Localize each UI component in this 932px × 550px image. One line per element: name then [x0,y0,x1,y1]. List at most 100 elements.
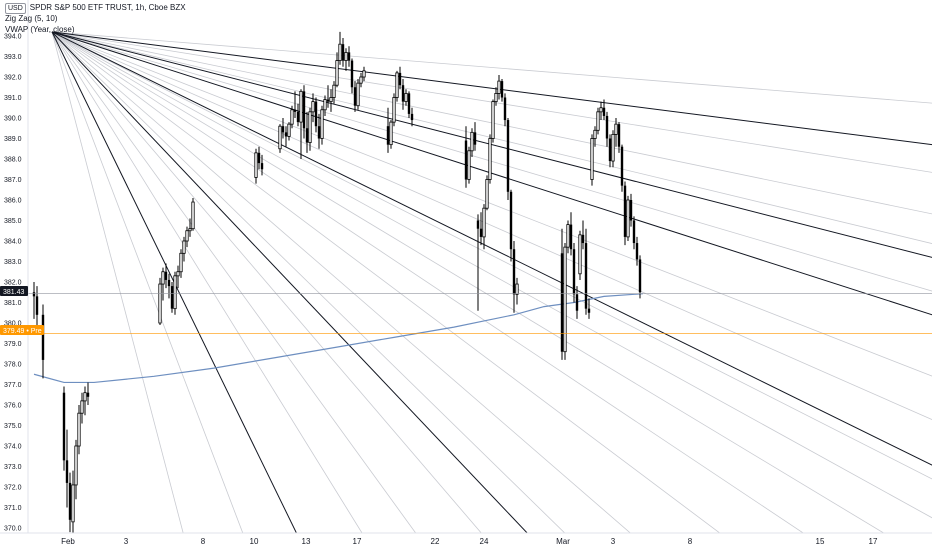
x-tick-label: Feb [61,537,75,546]
candle [404,89,408,106]
candle [473,122,477,151]
candle [407,91,411,118]
candle [293,91,297,118]
candle [344,48,348,71]
currency-label[interactable]: USD [5,3,26,14]
candle [590,134,594,186]
y-tick-label: 386.0 [4,198,22,205]
candle [311,93,315,123]
candle [302,85,306,139]
candle-body-down [314,101,318,127]
candle-body-down [560,253,564,352]
candle [632,216,636,250]
candle [611,130,615,168]
fan-line-dark-2 [51,31,932,316]
candle [71,470,75,533]
y-tick-label: 381.0 [4,300,22,307]
indicator-zigzag[interactable]: Zig Zag (5, 10) [5,14,58,23]
candle-body-down [608,138,612,162]
candle-body-up [482,207,486,238]
candle-body-down [350,60,354,88]
y-tick-label: 371.0 [4,505,22,512]
x-tick-label: 17 [353,537,362,546]
candle [254,148,258,184]
candle [599,101,603,121]
fan-line-light-15 [51,31,417,533]
candle-body-down [353,87,357,106]
candle-body-up [626,199,630,238]
chart-legend: USD SPDR S&P 500 ETF TRUST, 1h, Cboe BZX … [5,3,186,35]
y-tick-label: 376.0 [4,403,22,410]
candle [86,382,90,405]
candle-body-down [575,294,579,311]
candle-body-up [188,228,192,232]
fan-line-light-10 [51,31,804,533]
candle-body-down [464,140,468,180]
candle [620,144,624,192]
candle-body-down [572,249,576,295]
candle [281,118,285,139]
candle-body-up [287,123,291,137]
symbol-title[interactable]: SPDR S&P 500 ETF TRUST, 1h, Cboe BZX [29,3,186,12]
candle-body-down [86,392,90,397]
y-axis-panel [0,0,28,533]
candle-body-up [497,80,501,94]
candle [572,243,576,303]
candle-body-down [341,44,345,61]
candle [167,273,171,299]
y-tick-label: 378.0 [4,362,22,369]
x-tick-label: 24 [480,537,489,546]
candle [467,146,471,184]
candle [335,52,339,88]
candle [41,304,45,379]
y-tick-label: 385.0 [4,218,22,225]
candle-body-up [299,90,303,123]
candle [617,122,621,153]
candle [290,105,294,129]
candle-body-down [257,152,261,164]
candle [158,277,162,326]
vwap-line [33,293,644,384]
candle-body-down [629,200,633,221]
x-tick-label: 10 [250,537,259,546]
candle [491,99,495,143]
indicator-vwap[interactable]: VWAP (Year, close) [5,24,75,34]
candle-body-down [326,99,330,102]
candle [329,89,333,112]
fan-line-light-13 [51,31,566,533]
y-tick-label: 389.0 [4,136,22,143]
last-price-tag-text: 381.43 [3,289,25,296]
candle [299,89,303,159]
candle-body-up [71,484,75,523]
candle [623,181,627,246]
candle-body-down [509,191,513,250]
candle [614,118,618,147]
candle-body-up [182,240,186,254]
x-tick-label: 3 [611,537,616,546]
candle [179,249,183,278]
candle-body-up [359,76,363,84]
candle-body-up [83,392,87,402]
candle [323,95,327,116]
candle [638,255,642,299]
fan-line-light-12 [51,31,631,533]
price-tags: 381.43 379.49 • Pre [0,286,44,335]
candle [338,31,342,65]
candle-body-down [401,85,405,102]
y-tick-label: 370.0 [4,526,22,533]
candle [608,134,612,168]
candle [593,126,597,147]
candle-body-up [290,109,294,125]
candle-body-down [581,234,585,244]
price-lines [28,293,932,334]
candle-body-down [284,132,288,137]
candle-body-down [620,146,624,186]
candle-body-up [80,400,84,414]
fan-line-light-7 [51,31,932,480]
candle-body-up [74,445,78,486]
candle [74,439,78,500]
candle-body-down [476,220,480,229]
candle [485,175,489,211]
candle [62,386,66,471]
